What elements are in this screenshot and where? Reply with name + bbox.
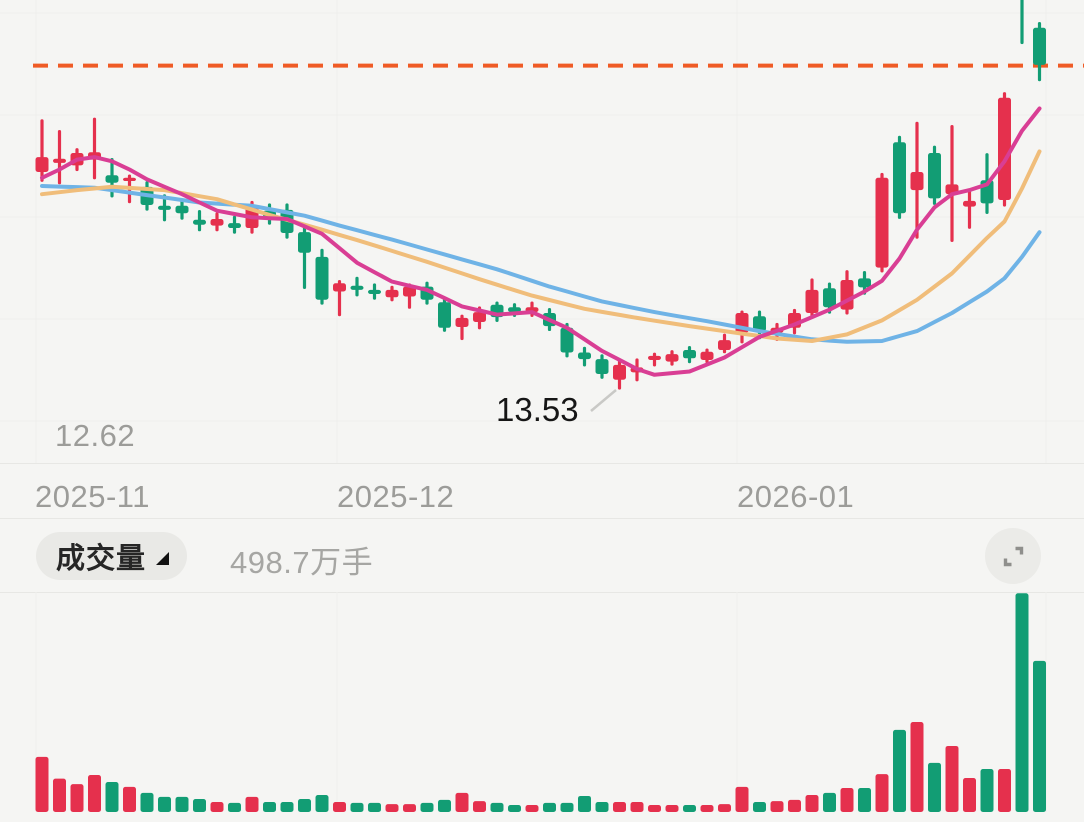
moving-average-lines [40,106,1042,377]
x-axis: 2025-11 2025-12 2026-01 [0,477,1084,518]
expand-button[interactable] [985,528,1041,584]
price-axis-min-label: 12.62 [55,418,136,453]
divider-volume-top [0,592,1084,593]
volume-chart-canvas[interactable] [0,592,1084,822]
volume-bars [35,593,1046,812]
volume-current-value: 498.7万手 [230,545,374,580]
volume-indicator-label: 成交量 [56,543,147,575]
divider-axis-top [0,463,1084,464]
divider-axis-bottom [0,518,1084,519]
expand-icon [1003,546,1023,566]
x-axis-label-dec: 2025-12 [337,479,455,514]
volume-indicator-button[interactable]: 成交量 [36,532,188,580]
price-chart-canvas[interactable] [0,0,1084,463]
volume-header: 成交量 498.7万手 [0,518,1084,592]
low-point-label: 13.53 [496,391,579,428]
x-axis-label-jan: 2026-01 [737,479,855,514]
low-annotation-pointer [590,389,617,412]
indicator-triangle-icon [156,551,170,565]
x-axis-label-nov: 2025-11 [35,479,150,514]
